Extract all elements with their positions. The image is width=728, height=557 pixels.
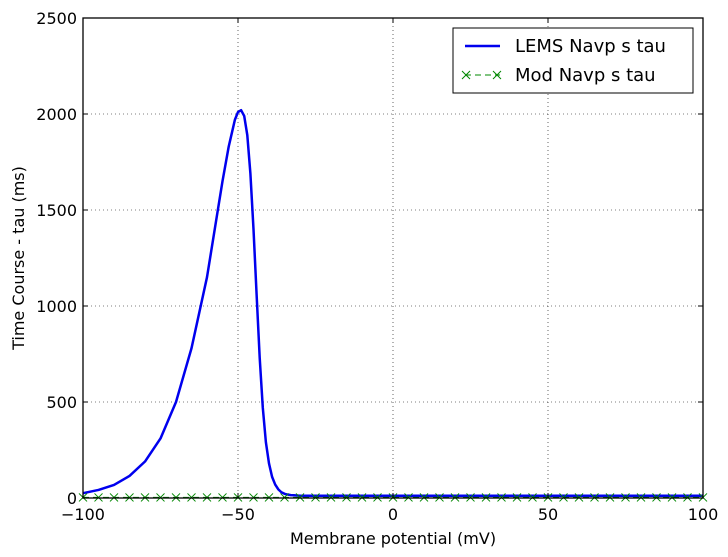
legend-box: [452, 27, 694, 94]
legend-marker-mod: [461, 70, 502, 80]
y-tick-label: 1000: [36, 297, 77, 316]
x-tick-label: 50: [538, 505, 558, 524]
y-tick-label: 2000: [36, 105, 77, 124]
x-tick-label: −50: [221, 505, 255, 524]
x-axis-label: Membrane potential (mV): [290, 529, 496, 548]
y-tick-label: 1500: [36, 201, 77, 220]
legend-label-mod: Mod Navp s tau: [515, 65, 656, 86]
y-axis-label: Time Course - tau (ms): [9, 166, 28, 351]
x-tick-label: 0: [388, 505, 398, 524]
x-tick-label: −100: [61, 505, 105, 524]
legend: LEMS Navp s tau Mod Navp s tau: [452, 27, 694, 94]
y-tick-label: 0: [67, 489, 77, 508]
y-tick-label: 500: [46, 393, 77, 412]
series-line-lems: [82, 108, 703, 497]
y-tick-label: 2500: [36, 9, 77, 28]
x-tick-label: 100: [688, 505, 719, 524]
grid: [83, 18, 703, 498]
legend-label-lems: LEMS Navp s tau: [515, 36, 666, 57]
